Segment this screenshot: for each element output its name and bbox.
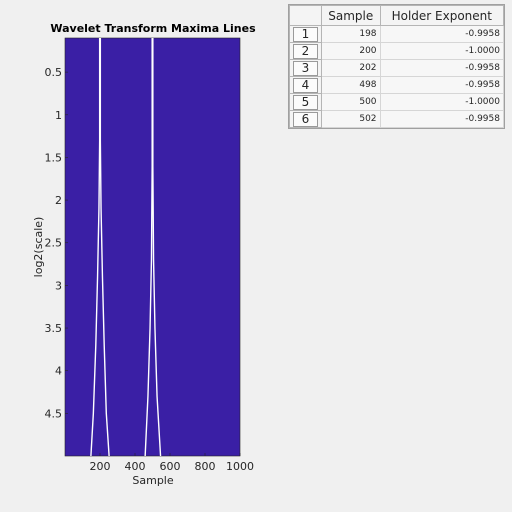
table-row[interactable]: 2 200 -1.0000: [289, 42, 505, 60]
row-header[interactable]: 1: [289, 25, 322, 43]
holder-exponent-cell[interactable]: -0.9958: [379, 110, 505, 128]
x-tick-label: 400: [125, 460, 146, 473]
holder-exponent-cell[interactable]: -1.0000: [379, 93, 505, 111]
row-index: 1: [293, 26, 318, 42]
y-tick-label: 4.5: [45, 407, 63, 420]
y-tick-label: 3.5: [45, 322, 63, 335]
x-axis-label: Sample: [132, 474, 173, 487]
x-tick-label: 600: [160, 460, 181, 473]
table-row[interactable]: 3 202 -0.9958: [289, 59, 505, 77]
row-index: 5: [293, 94, 318, 110]
maxima-line-3: [144, 38, 153, 457]
y-tick-label: 1.5: [45, 151, 63, 164]
sample-cell[interactable]: 198: [321, 25, 381, 43]
sample-cell[interactable]: 498: [321, 76, 381, 94]
table-row[interactable]: 5 500 -1.0000: [289, 93, 505, 111]
column-header-sample[interactable]: Sample: [321, 5, 381, 26]
row-header[interactable]: 5: [289, 93, 322, 111]
table-row[interactable]: 1 198 -0.9958: [289, 25, 505, 43]
holder-exponent-cell[interactable]: -0.9958: [379, 59, 505, 77]
row-header[interactable]: 3: [289, 59, 322, 77]
sample-cell[interactable]: 500: [321, 93, 381, 111]
holder-exponent-cell[interactable]: -0.9958: [379, 25, 505, 43]
maxima-lines: [90, 38, 162, 457]
sample-cell[interactable]: 202: [321, 59, 381, 77]
column-header-holder-exponent[interactable]: Holder Exponent: [379, 5, 505, 26]
y-axis-label: log2(scale): [32, 217, 45, 278]
y-tick-label: 2.5: [45, 237, 63, 250]
y-tick-label: 1: [55, 109, 62, 122]
table-row[interactable]: 6 502 -0.9958: [289, 110, 505, 128]
table-row[interactable]: 4 498 -0.9958: [289, 76, 505, 94]
y-tick-label: 4: [55, 365, 62, 378]
row-index: 3: [293, 60, 318, 76]
y-tick-label: 0.5: [45, 66, 63, 79]
row-index: 6: [293, 111, 318, 127]
holder-exponent-table[interactable]: Sample Holder Exponent 1 198 -0.9958 2 2…: [288, 4, 505, 129]
x-tick-label: 800: [195, 460, 216, 473]
row-header[interactable]: 4: [289, 76, 322, 94]
table-corner-cell: [289, 5, 322, 26]
sample-cell[interactable]: 502: [321, 110, 381, 128]
row-index: 2: [293, 43, 318, 59]
row-index: 4: [293, 77, 318, 93]
table-header-row: Sample Holder Exponent: [289, 5, 505, 26]
chart-title: Wavelet Transform Maxima Lines: [50, 22, 256, 35]
row-header[interactable]: 2: [289, 42, 322, 60]
x-tick-label: 1000: [226, 460, 254, 473]
holder-exponent-cell[interactable]: -0.9958: [379, 76, 505, 94]
y-axis-ticks: 0.5 1 1.5 2 2.5 3 3.5 4 4.5: [45, 66, 68, 420]
sample-cell[interactable]: 200: [321, 42, 381, 60]
x-tick-label: 200: [90, 460, 111, 473]
maxima-line-2: [99, 38, 110, 457]
y-tick-label: 3: [55, 279, 62, 292]
holder-exponent-cell[interactable]: -1.0000: [379, 42, 505, 60]
y-tick-label: 2: [55, 194, 62, 207]
row-header[interactable]: 6: [289, 110, 322, 128]
x-axis-ticks: 200 400 600 800 1000: [90, 453, 254, 473]
maxima-line-4: [152, 38, 162, 457]
